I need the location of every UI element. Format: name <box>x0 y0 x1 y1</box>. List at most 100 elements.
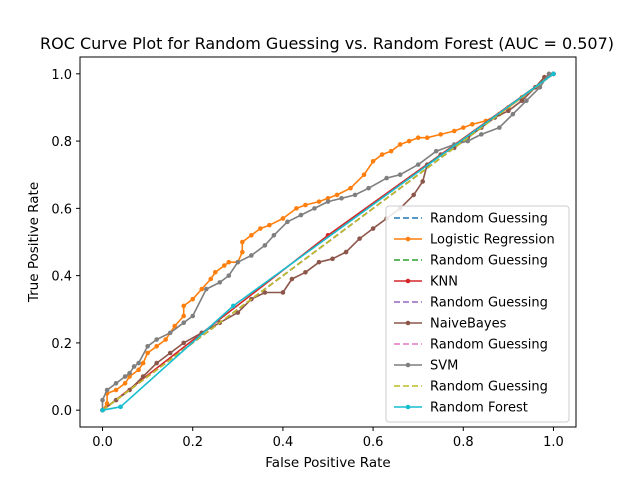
legend-box <box>385 205 570 423</box>
data-point <box>104 387 110 393</box>
data-point <box>231 303 236 309</box>
x-tick-label: 0.0 <box>92 435 113 450</box>
data-point <box>411 192 416 198</box>
data-point <box>388 148 394 154</box>
data-point <box>348 185 353 191</box>
data-point <box>397 172 403 178</box>
data-point <box>280 216 286 221</box>
data-point <box>104 401 110 406</box>
data-point <box>424 135 430 141</box>
legend-marker <box>405 320 411 326</box>
data-point <box>271 232 277 238</box>
legend-marker <box>405 404 411 410</box>
y-tick-label: 0.4 <box>51 270 72 285</box>
data-point <box>294 206 299 211</box>
data-point <box>546 71 552 77</box>
data-point <box>212 269 218 275</box>
data-point <box>303 202 308 208</box>
data-point <box>357 236 362 241</box>
axes-frame <box>79 56 577 428</box>
data-point <box>524 98 529 104</box>
data-point <box>397 142 403 147</box>
data-point <box>163 337 168 342</box>
data-point <box>181 303 187 309</box>
data-point <box>249 253 254 258</box>
data-point <box>172 323 177 329</box>
data-point <box>240 249 245 255</box>
data-point <box>312 206 317 211</box>
data-point <box>325 195 331 201</box>
data-point <box>136 367 141 373</box>
data-point <box>406 138 412 144</box>
legend-label: NaiveBayes <box>430 317 507 332</box>
data-point <box>100 407 105 413</box>
data-point <box>303 269 308 275</box>
data-point <box>352 192 358 198</box>
data-point <box>506 108 511 114</box>
data-point <box>316 259 322 265</box>
data-point <box>262 290 268 295</box>
data-point <box>379 152 385 157</box>
data-point <box>370 158 376 164</box>
data-point <box>384 175 389 181</box>
data-point <box>154 337 159 342</box>
data-point <box>334 192 340 198</box>
data-point <box>551 71 556 77</box>
data-point <box>510 111 516 117</box>
data-point <box>127 370 132 376</box>
x-tick-label: 0.8 <box>453 435 474 450</box>
axis-ticks: 0.0 0.2 0.4 0.6 0.8 1.0 0.0 0.2 0.4 0.6 0.8 1.0 <box>51 68 563 450</box>
data-point <box>154 343 159 349</box>
data-point <box>433 148 439 154</box>
plot-area <box>100 71 556 413</box>
data-point <box>280 290 286 295</box>
data-point <box>131 364 137 369</box>
data-point <box>154 360 159 366</box>
legend-marker <box>405 362 411 368</box>
data-point <box>199 286 205 292</box>
data-point <box>479 132 484 137</box>
data-point <box>113 380 119 386</box>
data-point <box>208 276 214 282</box>
data-point <box>190 313 196 319</box>
data-point <box>469 121 475 127</box>
series-8 <box>102 73 554 411</box>
data-point <box>240 239 245 245</box>
data-point <box>167 330 173 336</box>
data-point <box>122 380 128 386</box>
data-point <box>325 199 331 204</box>
data-point <box>465 138 471 144</box>
data-point <box>181 313 187 319</box>
data-point <box>226 259 232 265</box>
data-point <box>460 125 466 130</box>
data-point <box>361 172 367 178</box>
legend-label: Logistic Regression <box>430 233 555 248</box>
y-tick-label: 0.6 <box>51 202 72 217</box>
data-point <box>113 387 119 393</box>
data-point <box>145 343 150 349</box>
data-point <box>249 232 254 238</box>
data-point <box>438 132 444 137</box>
x-tick-label: 0.4 <box>273 435 294 450</box>
y-axis-label: True Positive Rate <box>26 182 42 303</box>
legend-label: Random Guessing <box>430 338 548 353</box>
data-point <box>298 212 304 218</box>
y-tick-label: 0.2 <box>51 337 72 352</box>
data-point <box>537 84 543 90</box>
legend-label: Random Guessing <box>430 254 548 269</box>
series-line <box>101 73 554 411</box>
data-point <box>203 286 209 292</box>
data-point <box>118 404 123 410</box>
data-point <box>316 199 322 204</box>
data-point <box>235 259 241 265</box>
series-9 <box>100 71 556 413</box>
data-point <box>140 374 146 379</box>
data-point <box>366 185 371 191</box>
legend-label: KNN <box>430 275 458 290</box>
y-tick-label: 1.0 <box>51 68 72 83</box>
x-tick-label: 0.6 <box>363 435 384 450</box>
legend-label: Random Guessing <box>430 212 548 227</box>
legend: Random Guessing Logistic Regression Random… <box>385 205 570 423</box>
data-point <box>258 226 263 231</box>
data-point <box>235 310 241 315</box>
